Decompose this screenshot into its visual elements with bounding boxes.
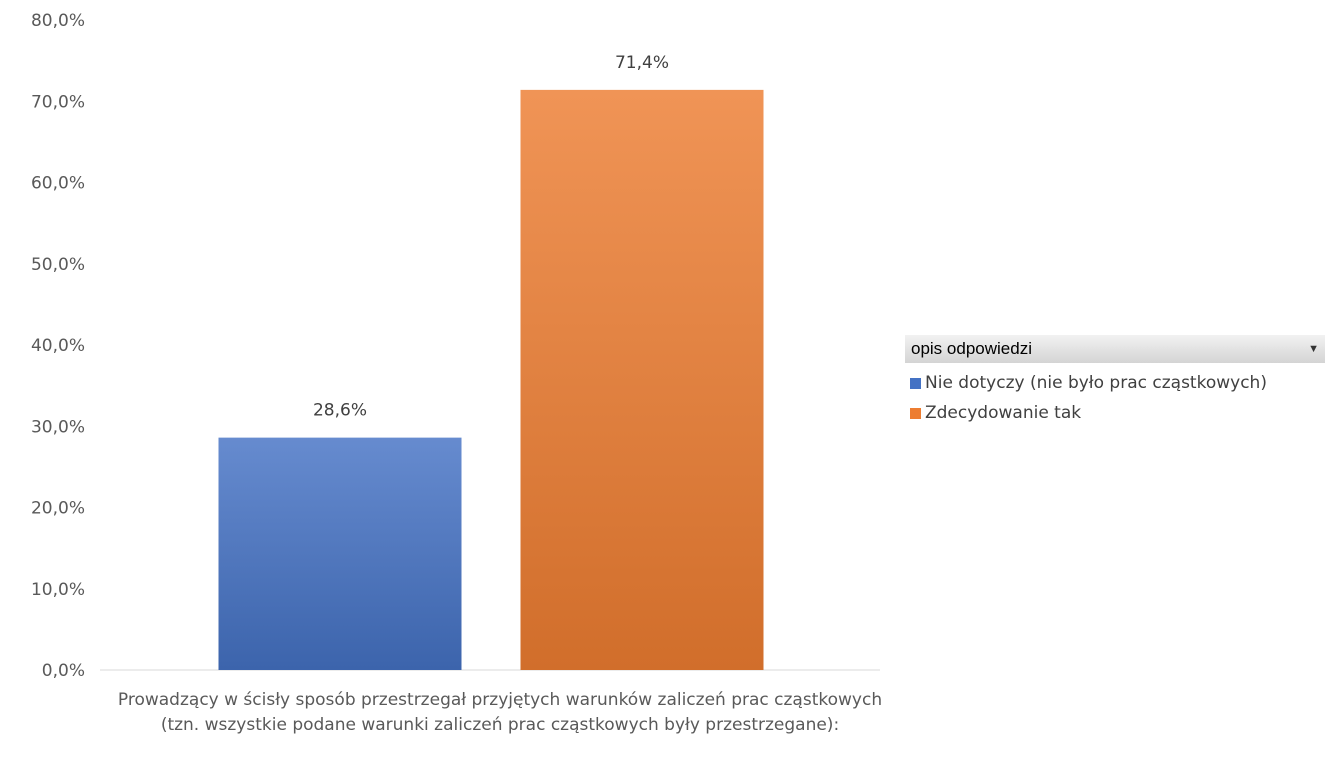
- data-label: 71,4%: [615, 53, 669, 73]
- legend-swatch: [910, 377, 921, 389]
- y-tick-label: 20,0%: [31, 499, 85, 519]
- data-label: 28,6%: [313, 401, 367, 421]
- chevron-down-icon[interactable]: ▼: [1308, 343, 1319, 355]
- legend-swatch: [910, 407, 921, 419]
- legend-item-label: Nie dotyczy (nie było prac cząstkowych): [925, 373, 1267, 393]
- data-labels: 28,6% 71,4%: [313, 53, 669, 421]
- bar[interactable]: [520, 89, 764, 670]
- legend-item[interactable]: Nie dotyczy (nie było prac cząstkowych): [905, 373, 1325, 393]
- chart-area: 0,0% 10,0% 20,0% 30,0% 40,0% 50,0% 60,0% 70,0% 8…: [31, 11, 883, 735]
- y-tick-label: 80,0%: [31, 11, 85, 31]
- legend: opis odpowiedzi ▼ Nie dotyczy (nie było …: [905, 335, 1325, 423]
- legend-title: opis odpowiedzi: [911, 339, 1032, 358]
- y-tick-label: 40,0%: [31, 336, 85, 356]
- y-tick-label: 70,0%: [31, 92, 85, 112]
- legend-item[interactable]: Zdecydowanie tak: [905, 403, 1325, 423]
- y-tick-label: 30,0%: [31, 417, 85, 437]
- bar-chart: 0,0% 10,0% 20,0% 30,0% 40,0% 50,0% 60,0% 70,0% 8…: [31, 11, 880, 681]
- bars: [218, 89, 764, 670]
- y-tick-label: 50,0%: [31, 255, 85, 275]
- y-tick-label: 60,0%: [31, 174, 85, 194]
- y-tick-label: 0,0%: [42, 661, 85, 681]
- x-category-label: Prowadzący w ścisły sposób przestrzegał …: [117, 690, 883, 735]
- y-axis-ticks: 0,0% 10,0% 20,0% 30,0% 40,0% 50,0% 60,0% 70,0% 8…: [31, 11, 85, 681]
- legend-item-label: Zdecydowanie tak: [925, 403, 1082, 423]
- y-tick-label: 10,0%: [31, 580, 85, 600]
- legend-filter-button[interactable]: opis odpowiedzi ▼: [905, 335, 1325, 363]
- bar[interactable]: [218, 437, 462, 670]
